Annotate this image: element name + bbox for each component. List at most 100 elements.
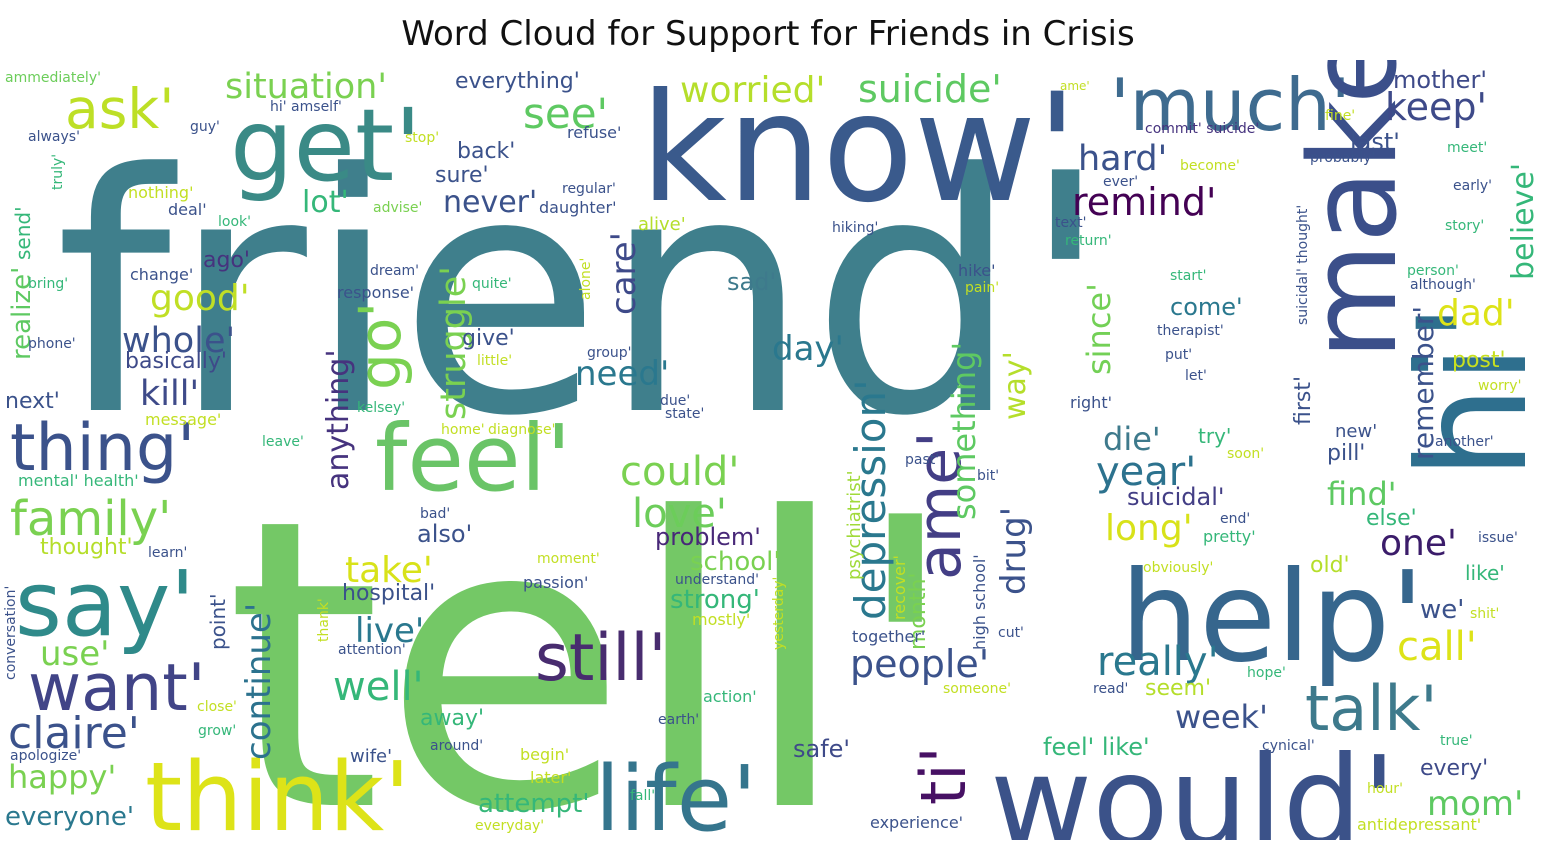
word-89: ago' — [203, 248, 250, 273]
word-16: talk' — [1305, 672, 1437, 745]
word-104: safe' — [793, 735, 850, 763]
word-176: home' — [441, 422, 485, 438]
word-5: make' — [1285, 60, 1424, 360]
word-131: meet' — [1447, 140, 1487, 156]
word-193: around' — [430, 738, 483, 754]
word-111: always' — [28, 129, 80, 145]
word-67: school' — [690, 547, 781, 577]
word-62: live' — [355, 611, 424, 651]
word-188: attention' — [338, 642, 406, 658]
word-69: problem' — [655, 523, 761, 551]
word-9: think' — [145, 743, 410, 840]
word-102: seem' — [1145, 676, 1211, 701]
word-78: last' — [1350, 128, 1400, 156]
word-178: past' — [905, 452, 939, 468]
word-154: right' — [1070, 393, 1112, 412]
word-87: never' — [443, 185, 537, 220]
word-140: let' — [1185, 368, 1207, 384]
word-105: away' — [420, 706, 484, 731]
word-155: soon' — [1227, 446, 1264, 462]
word-103: feel' like' — [1043, 733, 1150, 761]
word-25: people' — [850, 642, 989, 686]
word-46: something' — [945, 342, 983, 520]
word-142: another' — [1435, 434, 1494, 450]
word-164: dream' — [370, 263, 419, 279]
word-110: hi' amself' — [270, 99, 342, 115]
word-92: sad' — [727, 268, 776, 296]
word-7: help' — [1120, 545, 1425, 690]
word-96: else' — [1366, 506, 1417, 531]
word-185: mostly' — [692, 610, 750, 629]
word-117: advise' — [373, 200, 422, 216]
word-174: state' — [665, 406, 704, 422]
word-3: 'much' — [1110, 63, 1351, 147]
word-1: tell' — [225, 435, 960, 840]
word-71: also' — [417, 520, 472, 548]
word-116: daughter' — [539, 198, 617, 217]
word-112: guy' — [190, 119, 220, 135]
word-199: earth' — [658, 712, 699, 728]
word-86: sure' — [435, 163, 489, 188]
word-135: start' — [1170, 268, 1206, 284]
word-150: read' — [1093, 681, 1128, 697]
word-8: would' — [990, 730, 1396, 840]
word-108: wife' — [350, 746, 392, 767]
word-148: antidepressant' — [1357, 815, 1481, 834]
word-114: refuse' — [567, 123, 621, 142]
word-138: therapist' — [1157, 323, 1224, 339]
word-197: everyday' — [475, 818, 544, 834]
word-54: one' — [1380, 523, 1457, 564]
word-169: little' — [477, 353, 512, 369]
word-168: phone' — [28, 336, 76, 352]
word-60: week' — [1175, 698, 1268, 736]
word-14: want' — [28, 651, 206, 726]
word-125: return' — [1065, 233, 1112, 249]
word-129: fine' — [1325, 108, 1355, 124]
word-191: close' — [197, 699, 237, 715]
word-45: anything' — [321, 349, 356, 490]
word-166: quite' — [472, 276, 512, 292]
word-84: everything' — [455, 69, 580, 94]
word-6: hi' — [1387, 302, 1536, 480]
word-57: believe' — [1506, 163, 1536, 280]
word-180: bad' — [420, 506, 450, 522]
word-72: month' — [906, 573, 931, 650]
word-136: person' — [1407, 263, 1459, 279]
word-63: use' — [40, 634, 110, 674]
word-113: stop' — [405, 130, 439, 146]
word-175: leave' — [262, 434, 304, 450]
word-33: worried' — [680, 70, 825, 111]
word-80: post' — [1452, 348, 1506, 373]
word-41: kill' — [140, 374, 199, 414]
word-13: still' — [535, 621, 666, 696]
word-12: feel' — [375, 405, 571, 512]
word-59: mom' — [1427, 784, 1523, 824]
word-18: ame' — [905, 431, 975, 580]
word-167: alone' — [578, 258, 594, 300]
word-153: cut' — [998, 625, 1024, 641]
word-28: could' — [620, 449, 739, 495]
word-190: apologize' — [10, 748, 81, 764]
word-2: know' — [640, 62, 1078, 236]
word-163: change' — [130, 265, 193, 284]
word-93: come' — [1170, 293, 1243, 321]
word-31: situation' — [225, 67, 387, 107]
word-121: truly' — [50, 154, 66, 190]
word-32: suicide' — [858, 67, 1002, 111]
word-22: family' — [10, 491, 171, 547]
word-51: long' — [1105, 508, 1193, 549]
word-173: due' — [660, 393, 690, 409]
word-137: although' — [1410, 277, 1476, 293]
word-40: whole' — [122, 321, 235, 361]
word-97: old' — [1310, 553, 1350, 578]
word-21: see' — [523, 89, 608, 138]
word-126: commit' suicide' — [1145, 121, 1259, 137]
word-76: point' — [206, 593, 230, 650]
word-37: struggle' — [434, 266, 474, 420]
word-200: experience' — [870, 813, 963, 832]
word-75: high school' — [970, 554, 989, 650]
word-44: care' — [604, 232, 644, 315]
word-152: together' — [852, 627, 925, 646]
word-53: find' — [1327, 475, 1397, 513]
word-29: love' — [632, 491, 727, 537]
